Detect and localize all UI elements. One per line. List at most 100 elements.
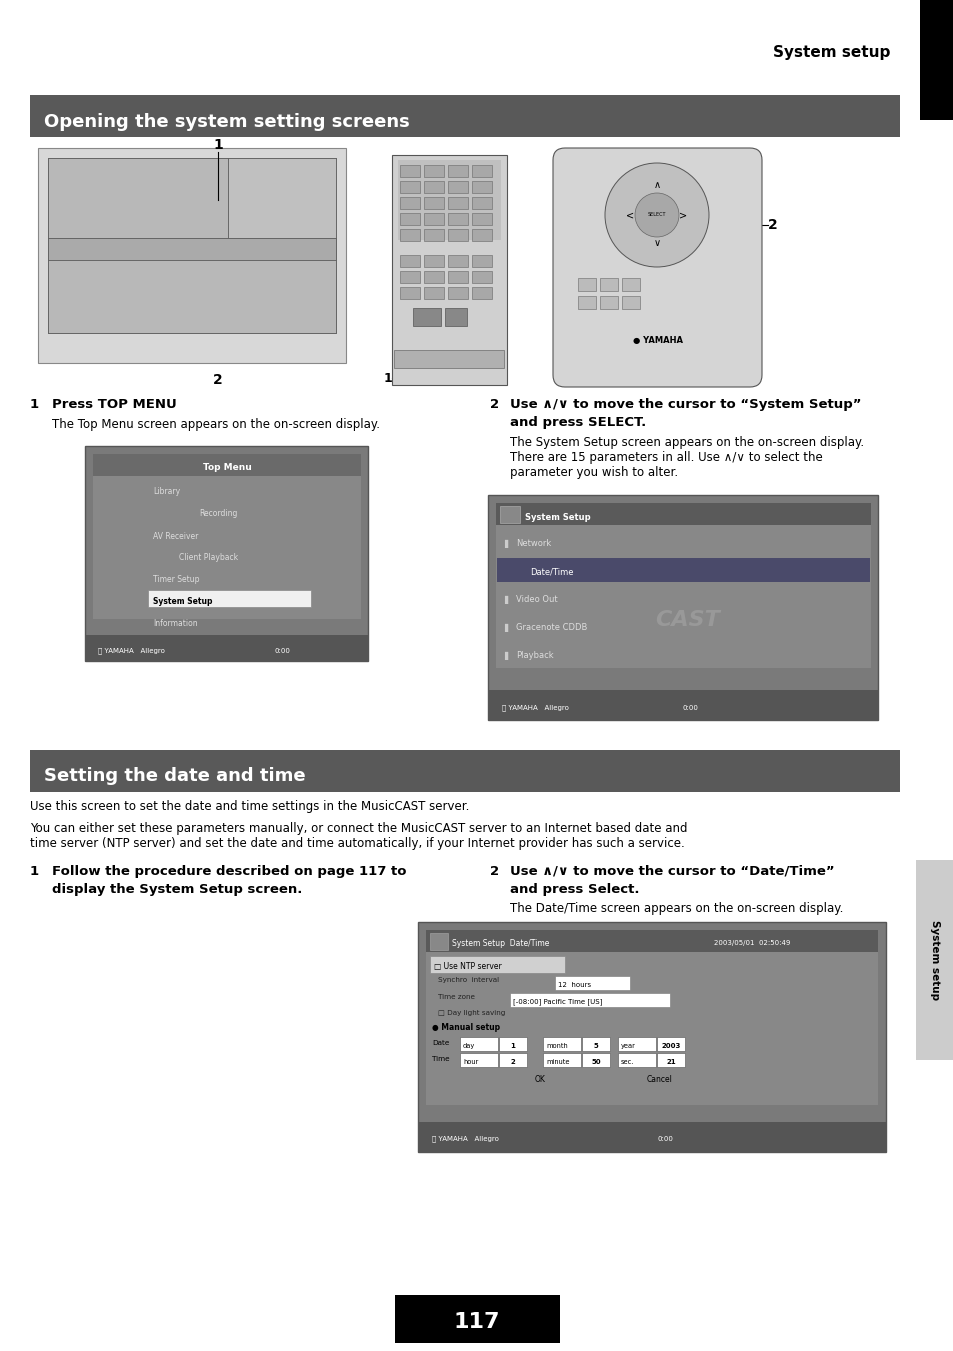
Text: □ Day light saving: □ Day light saving [437,1011,505,1016]
Text: The Date/Time screen appears on the on-screen display.: The Date/Time screen appears on the on-s… [510,902,842,915]
Bar [392,155,506,385]
Text: ● Manual setup: ● Manual setup [432,1023,499,1032]
Bar [448,213,468,226]
Bar [578,296,596,309]
Bar [657,1038,684,1051]
Text: AV Receiver: AV Receiver [152,531,198,540]
Bar [472,272,492,282]
Text: Video Out: Video Out [516,596,558,604]
Text: >: > [679,209,686,220]
Bar [578,278,596,290]
Bar [621,296,639,309]
Text: Cancel: Cancel [646,1075,672,1085]
Bar [423,286,443,299]
Bar [488,690,877,720]
Text: The Top Menu screen appears on the on-screen display.: The Top Menu screen appears on the on-sc… [52,417,379,431]
Text: month: month [545,1043,567,1048]
Bar [85,446,368,661]
Text: SELECT: SELECT [647,212,665,218]
Bar [472,165,492,177]
Text: 2: 2 [213,373,223,386]
Bar [423,255,443,267]
Bar [472,213,492,226]
Text: Use this screen to set the date and time settings in the MusicCAST server.: Use this screen to set the date and time… [30,800,469,813]
Text: 2: 2 [490,865,498,878]
Bar [48,238,335,259]
Bar [394,350,503,367]
Text: 2: 2 [767,218,777,232]
Text: Press TOP MENU: Press TOP MENU [52,399,176,411]
Text: and press Select.: and press Select. [510,884,639,896]
Bar [423,272,443,282]
Text: System setup: System setup [772,45,889,59]
Text: Top Menu: Top Menu [202,463,251,473]
Bar [510,993,669,1006]
Text: □ Use NTP server: □ Use NTP server [434,962,501,971]
Text: Use ∧/∨ to move the cursor to “System Setup”: Use ∧/∨ to move the cursor to “System Se… [510,399,861,411]
Text: [-08:00] Pacific Time [US]: [-08:00] Pacific Time [US] [513,998,601,1005]
Text: 50: 50 [591,1059,600,1065]
Bar [426,929,877,1105]
Text: 0:00: 0:00 [657,1136,672,1142]
Text: Gracenote CDDB: Gracenote CDDB [516,624,587,632]
Bar [472,255,492,267]
Text: 2: 2 [490,399,498,411]
Bar [498,1038,526,1051]
Bar [459,1052,497,1067]
Bar [472,181,492,193]
Bar [423,181,443,193]
Bar [92,454,360,619]
Text: <: < [625,209,634,220]
Text: Ⓨ YAMAHA   Allegro: Ⓨ YAMAHA Allegro [98,647,165,654]
Bar [423,197,443,209]
Bar [48,158,228,238]
Bar [472,230,492,240]
Bar [448,286,468,299]
Text: System Setup: System Setup [524,513,590,523]
Bar [448,272,468,282]
Text: display the System Setup screen.: display the System Setup screen. [52,884,302,896]
Bar [657,1052,684,1067]
Bar [618,1038,656,1051]
Text: day: day [462,1043,475,1048]
Bar [399,197,419,209]
Bar [399,213,419,226]
Text: 1: 1 [510,1043,515,1048]
Bar [399,255,419,267]
Bar [472,286,492,299]
Bar [496,503,870,526]
Bar [599,296,618,309]
Bar [915,861,953,1061]
Text: 1: 1 [30,865,39,878]
Bar [48,158,335,332]
Bar [417,1121,885,1152]
Text: Opening the system setting screens: Opening the system setting screens [44,113,410,131]
Text: 2003/05/01  02:50:49: 2003/05/01 02:50:49 [713,940,789,946]
Text: 2003: 2003 [660,1043,680,1048]
Text: 12  hours: 12 hours [558,982,591,988]
Bar [38,149,346,363]
Bar [30,750,899,792]
Bar [395,1296,559,1343]
Text: Use ∧/∨ to move the cursor to “Date/Time”: Use ∧/∨ to move the cursor to “Date/Time… [510,865,834,878]
Bar [397,159,500,240]
Bar [430,957,564,973]
Text: Date/Time: Date/Time [530,567,573,577]
Text: CAST: CAST [655,611,720,630]
Text: and press SELECT.: and press SELECT. [510,416,645,430]
Bar [621,278,639,290]
Bar [85,635,368,661]
Bar [581,1052,609,1067]
Text: Time: Time [432,1056,449,1062]
Bar [399,181,419,193]
Text: Client Playback: Client Playback [179,554,237,562]
Text: Follow the procedure described on page 117 to: Follow the procedure described on page 1… [52,865,406,878]
Text: minute: minute [545,1059,569,1065]
Text: System Setup: System Setup [152,597,213,607]
Circle shape [604,163,708,267]
Text: 2: 2 [510,1059,515,1065]
Bar [92,454,360,476]
Bar [423,230,443,240]
Text: The System Setup screen appears on the on-screen display.: The System Setup screen appears on the o… [510,436,863,449]
Text: Recording: Recording [199,509,237,519]
